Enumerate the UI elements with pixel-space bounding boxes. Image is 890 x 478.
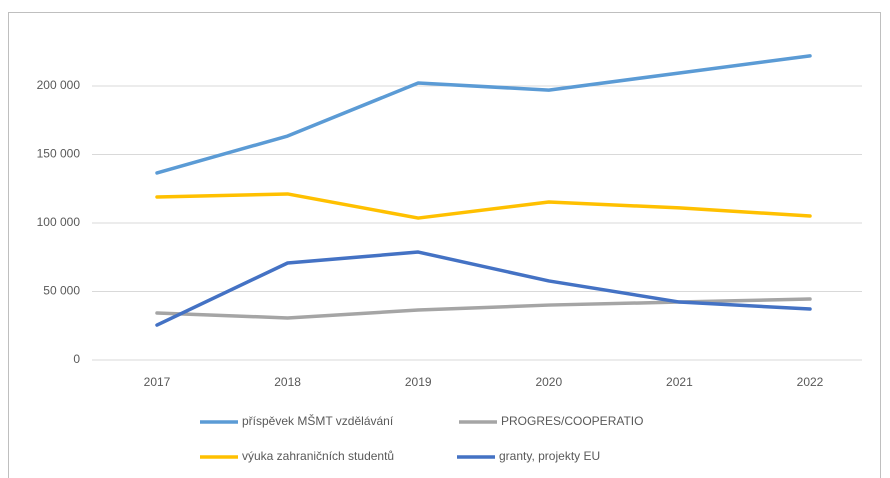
legend-label: výuka zahraničních studentů (242, 449, 394, 463)
legend-label: PROGRES/COOPERATIO (501, 414, 643, 428)
y-tick-label: 200 000 (37, 78, 81, 92)
x-tick-label: 2022 (797, 375, 824, 389)
legend-label: granty, projekty EU (499, 449, 600, 463)
y-tick-label: 0 (73, 352, 80, 366)
x-tick-label: 2017 (144, 375, 171, 389)
y-tick-label: 100 000 (37, 215, 81, 229)
frame (8, 12, 881, 478)
y-tick-label: 150 000 (37, 147, 81, 161)
x-tick-label: 2018 (274, 375, 301, 389)
x-tick-label: 2019 (405, 375, 432, 389)
series-line (155, 54, 812, 175)
x-tick-label: 2020 (535, 375, 562, 389)
x-tick-label: 2021 (666, 375, 693, 389)
series-line (155, 192, 812, 220)
y-tick-label: 50 000 (43, 284, 80, 298)
legend-label: příspěvek MŠMT vzdělávání (242, 413, 394, 428)
series-line (155, 250, 812, 327)
y-axis-labels: 0 50 000 100 000 150 000 200 000 (37, 78, 81, 366)
